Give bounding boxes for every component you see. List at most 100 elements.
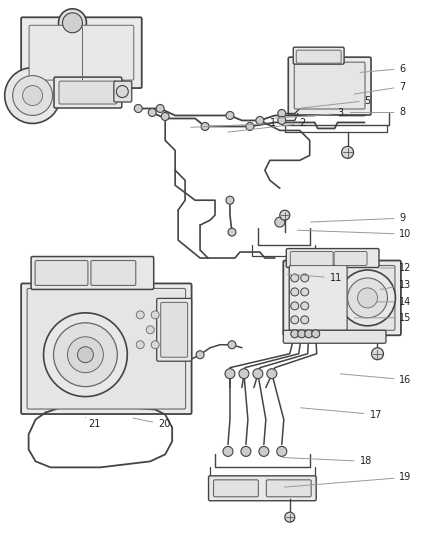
Text: 6: 6 xyxy=(360,63,406,74)
Circle shape xyxy=(53,323,117,386)
FancyBboxPatch shape xyxy=(288,57,371,115)
FancyBboxPatch shape xyxy=(29,25,134,80)
FancyBboxPatch shape xyxy=(290,252,333,265)
Circle shape xyxy=(246,123,254,131)
FancyBboxPatch shape xyxy=(54,77,122,108)
Text: 14: 14 xyxy=(377,297,412,307)
Circle shape xyxy=(301,302,309,310)
FancyBboxPatch shape xyxy=(31,256,154,289)
Circle shape xyxy=(201,123,209,131)
FancyBboxPatch shape xyxy=(334,252,367,265)
FancyBboxPatch shape xyxy=(293,47,344,64)
Circle shape xyxy=(241,447,251,456)
FancyBboxPatch shape xyxy=(114,81,132,102)
FancyBboxPatch shape xyxy=(283,330,386,343)
Text: 1: 1 xyxy=(191,118,276,128)
Text: 16: 16 xyxy=(340,374,412,385)
Text: 18: 18 xyxy=(283,456,372,466)
FancyBboxPatch shape xyxy=(161,302,187,357)
FancyBboxPatch shape xyxy=(289,265,347,330)
Circle shape xyxy=(301,288,309,296)
Circle shape xyxy=(291,330,299,338)
FancyBboxPatch shape xyxy=(286,248,379,268)
Circle shape xyxy=(253,369,263,378)
Circle shape xyxy=(148,109,156,117)
Circle shape xyxy=(348,278,388,318)
Text: 17: 17 xyxy=(300,408,382,419)
Text: 5: 5 xyxy=(300,95,371,108)
FancyBboxPatch shape xyxy=(294,62,365,109)
Text: 2: 2 xyxy=(228,118,306,132)
Circle shape xyxy=(339,270,396,326)
Circle shape xyxy=(275,217,285,227)
Circle shape xyxy=(226,196,234,204)
FancyBboxPatch shape xyxy=(266,480,311,497)
Circle shape xyxy=(291,302,299,310)
Circle shape xyxy=(298,330,306,338)
FancyBboxPatch shape xyxy=(213,480,258,497)
Circle shape xyxy=(256,117,264,124)
Circle shape xyxy=(280,210,290,220)
Circle shape xyxy=(291,316,299,324)
Circle shape xyxy=(161,112,169,120)
Circle shape xyxy=(117,86,128,98)
Circle shape xyxy=(342,147,353,158)
Circle shape xyxy=(59,9,86,37)
Circle shape xyxy=(134,104,142,112)
Text: 7: 7 xyxy=(354,82,406,94)
Circle shape xyxy=(312,330,320,338)
Circle shape xyxy=(136,311,144,319)
FancyBboxPatch shape xyxy=(91,261,136,286)
Circle shape xyxy=(156,104,164,112)
Circle shape xyxy=(371,348,384,360)
Circle shape xyxy=(228,341,236,349)
Circle shape xyxy=(78,347,93,362)
FancyBboxPatch shape xyxy=(21,17,142,88)
Circle shape xyxy=(285,512,295,522)
Circle shape xyxy=(291,288,299,296)
FancyBboxPatch shape xyxy=(296,50,341,63)
Circle shape xyxy=(228,228,236,236)
FancyBboxPatch shape xyxy=(283,261,401,335)
Text: 20: 20 xyxy=(133,418,170,430)
Circle shape xyxy=(43,313,127,397)
FancyBboxPatch shape xyxy=(27,288,186,409)
Circle shape xyxy=(277,447,287,456)
Circle shape xyxy=(267,369,277,378)
Text: 10: 10 xyxy=(297,229,412,239)
Circle shape xyxy=(301,316,309,324)
Text: 8: 8 xyxy=(350,108,406,117)
Circle shape xyxy=(146,326,154,334)
Circle shape xyxy=(291,274,299,282)
FancyBboxPatch shape xyxy=(289,265,395,330)
Circle shape xyxy=(151,311,159,319)
Circle shape xyxy=(63,13,82,33)
Circle shape xyxy=(278,109,286,117)
Circle shape xyxy=(136,341,144,349)
FancyBboxPatch shape xyxy=(35,261,88,286)
Circle shape xyxy=(239,369,249,378)
Text: 3: 3 xyxy=(275,109,344,118)
FancyBboxPatch shape xyxy=(157,298,191,361)
Circle shape xyxy=(5,68,60,124)
FancyBboxPatch shape xyxy=(59,81,117,104)
Circle shape xyxy=(13,76,53,116)
Text: 12: 12 xyxy=(380,263,412,273)
Circle shape xyxy=(226,111,234,119)
Text: 15: 15 xyxy=(354,313,412,323)
Circle shape xyxy=(225,369,235,378)
Circle shape xyxy=(357,288,378,308)
Text: 21: 21 xyxy=(85,417,101,430)
Circle shape xyxy=(305,330,313,338)
Text: 11: 11 xyxy=(288,273,342,283)
FancyBboxPatch shape xyxy=(21,284,191,414)
Text: 9: 9 xyxy=(311,213,406,223)
Circle shape xyxy=(259,447,269,456)
Circle shape xyxy=(223,447,233,456)
Circle shape xyxy=(151,341,159,349)
Circle shape xyxy=(278,117,286,124)
Circle shape xyxy=(67,337,103,373)
Text: 19: 19 xyxy=(285,472,412,487)
Circle shape xyxy=(23,86,42,106)
Circle shape xyxy=(196,351,204,359)
